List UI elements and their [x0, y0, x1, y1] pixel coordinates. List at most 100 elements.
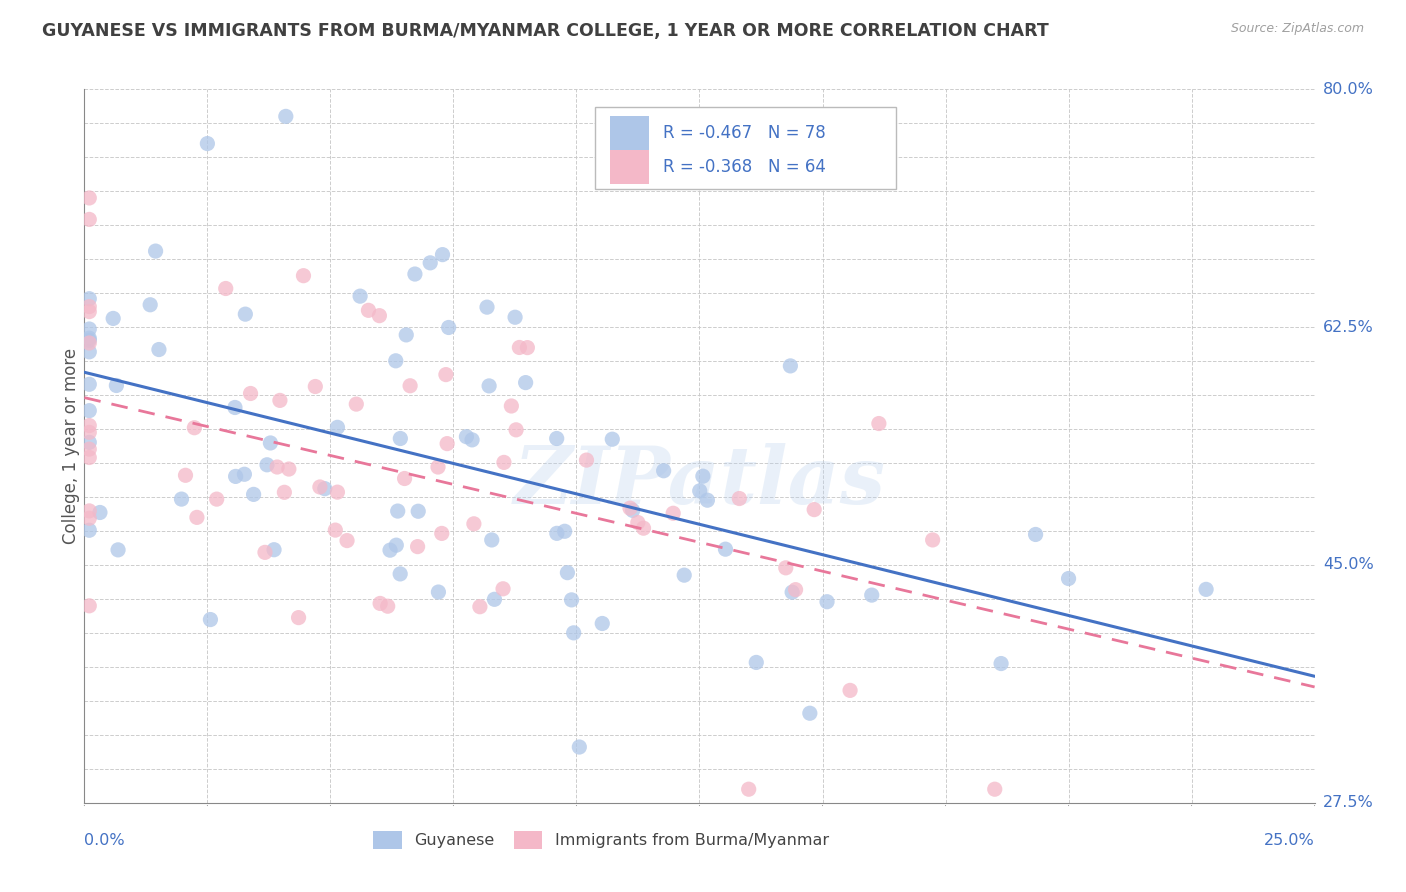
Point [256, 458, 278, 472]
Point [406, 540, 429, 554]
Point [79, 304, 101, 318]
Text: 25.0%: 25.0% [1264, 833, 1315, 848]
Point [1195, 582, 1218, 597]
Point [399, 378, 422, 392]
Point [492, 455, 515, 469]
Point [475, 300, 498, 314]
Point [233, 467, 256, 482]
Point [186, 510, 208, 524]
Point [600, 432, 623, 446]
Point [775, 561, 797, 575]
Point [456, 430, 478, 444]
Point [377, 599, 399, 614]
Point [79, 403, 101, 417]
Point [591, 616, 613, 631]
Point [689, 483, 711, 498]
Point [652, 464, 675, 478]
Point [568, 739, 591, 754]
Point [430, 526, 453, 541]
Point [484, 592, 506, 607]
Point [145, 244, 167, 258]
Point [79, 322, 101, 336]
Point [427, 460, 450, 475]
FancyBboxPatch shape [610, 116, 650, 150]
Point [79, 377, 101, 392]
Point [79, 418, 101, 433]
Text: Source: ZipAtlas.com: Source: ZipAtlas.com [1230, 22, 1364, 36]
Point [515, 376, 537, 390]
Point [785, 582, 807, 597]
Point [269, 393, 291, 408]
Point [304, 379, 326, 393]
Point [990, 657, 1012, 671]
Point [745, 656, 768, 670]
Point [79, 333, 101, 347]
Point [779, 359, 801, 373]
Point [815, 595, 838, 609]
Point [344, 397, 367, 411]
Point [266, 460, 288, 475]
Point [101, 311, 124, 326]
Point [79, 442, 101, 457]
Point [233, 307, 256, 321]
Point [174, 468, 197, 483]
Point [516, 341, 538, 355]
Point [314, 482, 336, 496]
Point [508, 341, 530, 355]
Point [696, 493, 718, 508]
FancyBboxPatch shape [595, 107, 897, 189]
Point [505, 423, 527, 437]
Point [575, 453, 598, 467]
Point [349, 289, 371, 303]
Point [107, 542, 129, 557]
Point [468, 599, 491, 614]
Point [325, 523, 347, 537]
Point [562, 625, 585, 640]
Point [368, 309, 391, 323]
Point [478, 379, 501, 393]
Point [503, 310, 526, 325]
Point [224, 401, 246, 415]
Point [89, 506, 111, 520]
Point [619, 501, 641, 516]
Point [492, 582, 515, 596]
Point [738, 782, 761, 797]
Point [205, 492, 228, 507]
Point [406, 504, 429, 518]
Point [292, 268, 315, 283]
Point [79, 300, 101, 314]
Point [259, 436, 281, 450]
Point [839, 683, 862, 698]
Point [860, 588, 883, 602]
Point [395, 327, 418, 342]
Text: 45.0%: 45.0% [1323, 558, 1374, 573]
Text: GUYANESE VS IMMIGRANTS FROM BURMA/MYANMAR COLLEGE, 1 YEAR OR MORE CORRELATION CH: GUYANESE VS IMMIGRANTS FROM BURMA/MYANMA… [42, 22, 1049, 40]
FancyBboxPatch shape [610, 150, 650, 184]
Point [105, 378, 128, 392]
Point [803, 502, 825, 516]
Point [633, 521, 655, 535]
Point [434, 368, 457, 382]
Legend: Guyanese, Immigrants from Burma/Myanmar: Guyanese, Immigrants from Burma/Myanmar [367, 824, 835, 855]
Point [1025, 527, 1047, 541]
Point [79, 191, 101, 205]
Point [79, 435, 101, 450]
Point [170, 492, 193, 507]
Point [627, 516, 650, 530]
Point [336, 533, 359, 548]
Point [263, 542, 285, 557]
Point [79, 504, 101, 518]
Point [404, 267, 426, 281]
Point [481, 533, 503, 547]
Point [557, 566, 579, 580]
Point [200, 613, 222, 627]
Point [389, 432, 412, 446]
Point [714, 542, 737, 557]
Text: 0.0%: 0.0% [84, 833, 125, 848]
Point [326, 420, 349, 434]
Point [921, 533, 943, 547]
Text: 62.5%: 62.5% [1323, 319, 1374, 334]
Point [215, 281, 238, 295]
Point [387, 504, 409, 518]
Point [799, 706, 821, 721]
